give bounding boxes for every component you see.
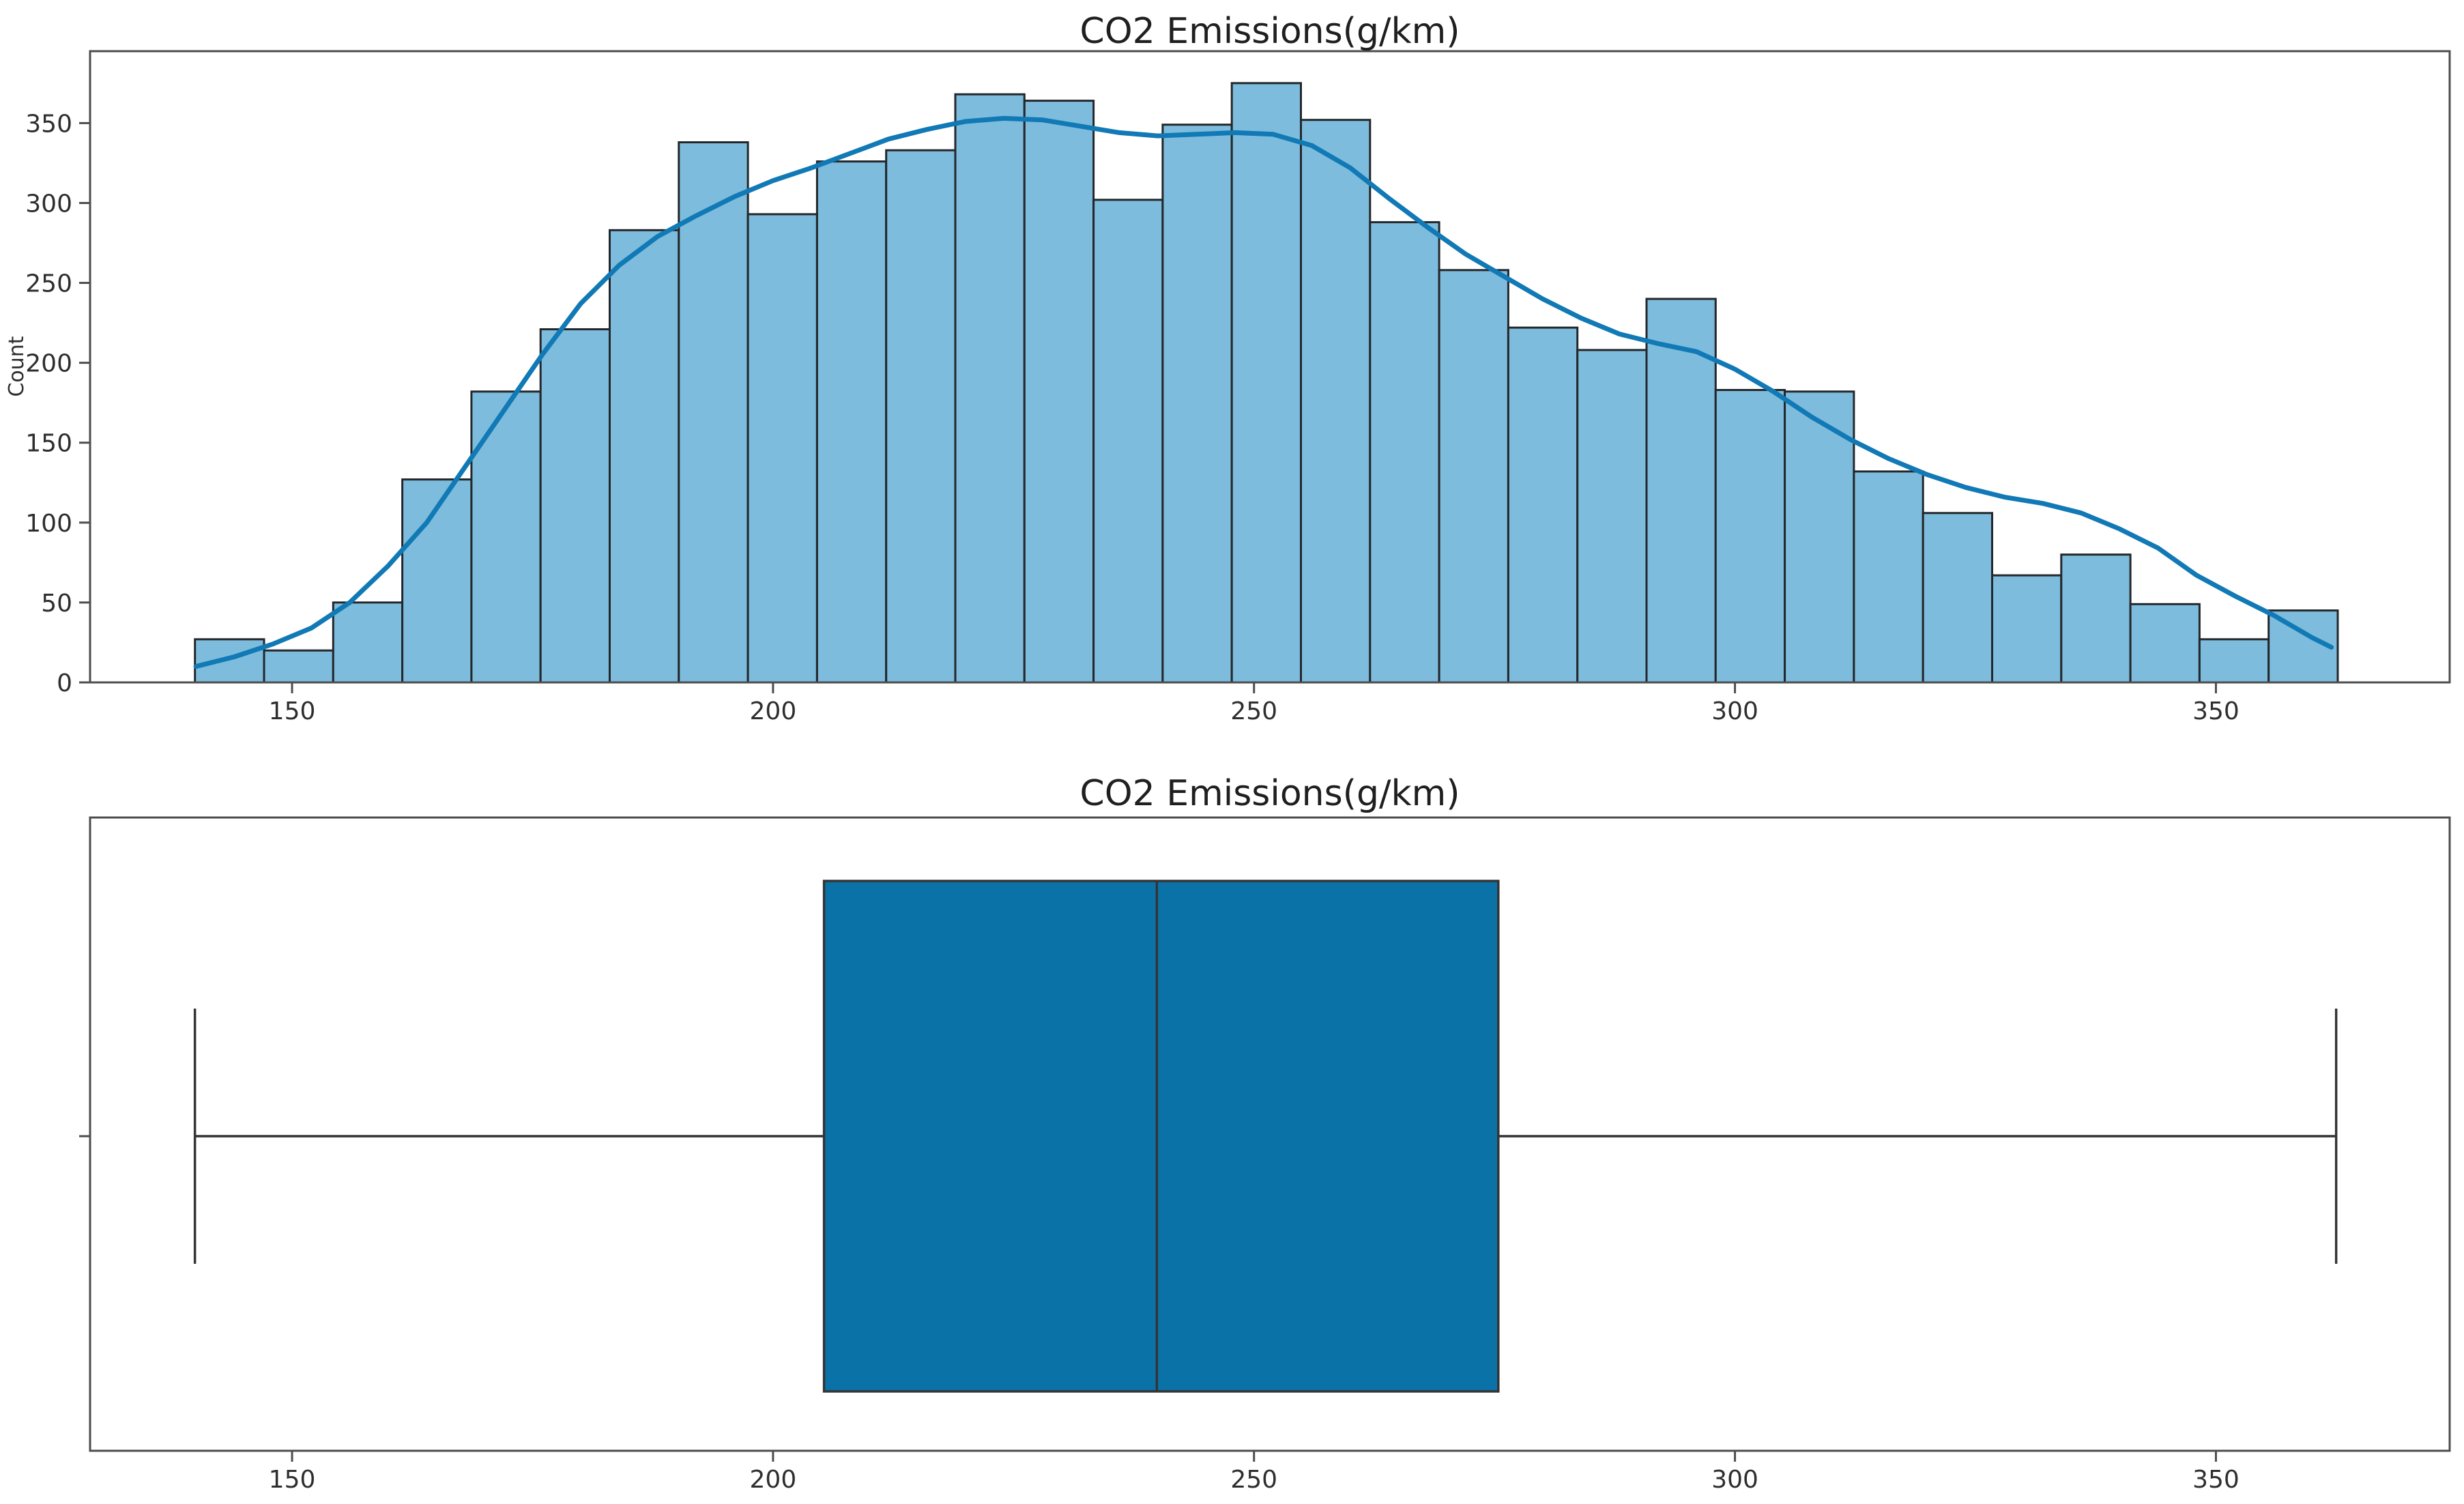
x-tick-label: 200 (750, 1466, 797, 1494)
y-tick-label: 100 (25, 510, 72, 538)
histogram-bar (2129, 603, 2201, 684)
x-tick-label: 200 (750, 697, 797, 725)
boxplot-chart: 150 200 250 300 350 (79, 816, 2451, 1494)
y-tick-label: 300 (25, 190, 72, 218)
histogram-bar (815, 160, 888, 684)
histogram-bar (470, 390, 542, 684)
histogram-bar (194, 638, 265, 684)
histogram-bar (885, 149, 957, 684)
y-tick-label: 250 (25, 270, 72, 298)
histogram-bar (1922, 512, 1993, 684)
y-tick-label: 350 (25, 110, 72, 138)
x-tick-label: 300 (1711, 697, 1758, 725)
histogram-bar (1369, 221, 1440, 684)
y-tick-label: 0 (57, 669, 72, 697)
histogram-bar (401, 478, 473, 684)
histogram-bar (1645, 298, 1717, 684)
histogram-bar (1576, 349, 1648, 684)
histogram-bar (1991, 574, 2063, 684)
histogram-bar (1161, 124, 1233, 684)
histogram-bar (1507, 326, 1579, 684)
histogram-bar (1714, 389, 1786, 684)
histogram-bar (1092, 199, 1164, 684)
y-tick-label: 200 (25, 350, 72, 378)
plot-border (89, 50, 2451, 684)
histogram-bar (609, 229, 680, 684)
x-tick-label: 250 (1230, 697, 1277, 725)
histogram-bar (2198, 638, 2270, 684)
histogram-bar (2060, 553, 2132, 684)
histogram-bar (747, 213, 818, 684)
kde-curve (193, 115, 2334, 669)
x-tick-label: 250 (1230, 1466, 1277, 1494)
histogram-bar (1023, 100, 1095, 684)
x-tick-label: 150 (269, 697, 316, 725)
count-axis-label: Count (5, 336, 29, 396)
x-tick-label: 350 (2192, 697, 2240, 725)
iqr-box (822, 880, 1500, 1393)
histogram-title: CO2 Emissions(g/km) (1079, 11, 1460, 52)
boxplot-title: CO2 Emissions(g/km) (1079, 773, 1460, 814)
histogram-bar (954, 93, 1026, 684)
y-tick-label: 150 (25, 430, 72, 458)
x-tick-label: 300 (1711, 1466, 1758, 1494)
histogram-bar (332, 601, 404, 684)
x-tick-label: 350 (2192, 1466, 2240, 1494)
histogram-bar (1438, 269, 1509, 684)
histogram-bar (1853, 470, 1924, 684)
histogram-bar (1784, 390, 1855, 684)
histogram-bar (678, 141, 749, 684)
y-tick-label: 50 (41, 590, 72, 618)
plot-border (89, 816, 2451, 1452)
histogram-bar (539, 328, 611, 684)
histogram-chart: 150 200 250 300 350 0 50 100 150 200 250 300 350 (25, 50, 2451, 725)
x-tick-label: 150 (269, 1466, 316, 1494)
histogram-bar (1300, 119, 1372, 684)
histogram-bar (263, 649, 334, 684)
histogram-bar (1230, 82, 1302, 684)
